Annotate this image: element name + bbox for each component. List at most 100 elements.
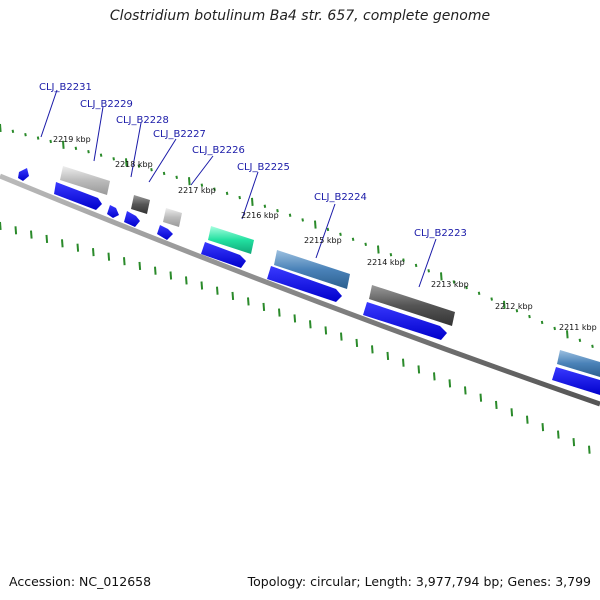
tick-mark: [495, 400, 498, 410]
tick-mark: [62, 140, 65, 149]
kbp-labels: 2219 kbp 2218 kbp 2217 kbp 2216 kbp 2215…: [53, 135, 597, 332]
tick-mark: [188, 177, 191, 186]
tick-mark: [263, 204, 267, 208]
tick-mark: [137, 164, 141, 168]
cds-arrow[interactable]: [18, 168, 29, 181]
cds-arrow[interactable]: [54, 182, 102, 210]
gene-label[interactable]: CLJ_B2229: [80, 99, 133, 110]
tick-mark: [76, 243, 80, 252]
tick-mark: [351, 237, 355, 241]
tick-mark: [314, 220, 317, 229]
tick-mark: [578, 338, 582, 343]
tick-mark: [515, 308, 519, 313]
gene-label-leaders: [40, 89, 437, 288]
tick-mark: [465, 285, 468, 290]
tick-mark: [540, 320, 544, 325]
tick-mark: [154, 266, 157, 275]
tick-mark: [74, 146, 78, 150]
tick-mark: [61, 239, 64, 248]
tick-mark: [528, 314, 531, 319]
kbp-label: 2213 kbp: [431, 280, 469, 289]
gene-block[interactable]: [131, 195, 150, 214]
tick-mark: [448, 379, 452, 388]
gene-label[interactable]: CLJ_B2227: [153, 129, 206, 140]
tick-mark: [572, 438, 576, 447]
kbp-label: 2217 kbp: [178, 186, 216, 195]
tick-mark: [371, 345, 374, 354]
tick-mark: [503, 300, 506, 309]
tick-mark: [30, 230, 33, 239]
cds-arrow[interactable]: [124, 211, 140, 227]
tick-mark: [427, 269, 430, 273]
cds-arrow[interactable]: [157, 225, 173, 240]
cds-arrow[interactable]: [201, 242, 246, 268]
tick-mark: [402, 258, 405, 262]
cds-arrow[interactable]: [107, 205, 119, 218]
gene-label[interactable]: CLJ_B2228: [116, 115, 169, 126]
tick-mark: [247, 297, 250, 306]
gene-features: [18, 166, 600, 395]
tick-mark: [36, 136, 40, 140]
tick-mark: [92, 248, 95, 257]
tick-mark: [87, 150, 90, 154]
gene-label[interactable]: CLJ_B2223: [414, 228, 467, 239]
gene-labels: CLJ_B2231 CLJ_B2229 CLJ_B2228 CLJ_B2227 …: [39, 82, 467, 239]
tick-mark: [11, 129, 15, 134]
tick-mark: [225, 191, 229, 196]
tick-mark: [162, 171, 166, 176]
tick-mark: [301, 218, 304, 222]
tick-mark: [510, 408, 514, 417]
gene-block[interactable]: [557, 350, 600, 377]
tick-mark: [288, 213, 292, 217]
gene-label[interactable]: CLJ_B2224: [314, 192, 367, 203]
tick-mark: [251, 197, 254, 206]
tick-mark: [175, 175, 178, 180]
tick-mark: [262, 302, 266, 312]
gene-block[interactable]: [208, 226, 254, 254]
kbp-label: 2219 kbp: [53, 135, 91, 144]
gene-label[interactable]: CLJ_B2225: [237, 162, 290, 173]
gene-block[interactable]: [163, 208, 182, 227]
kbp-label: 2215 kbp: [304, 236, 342, 245]
tick-mark: [553, 326, 556, 331]
tick-mark: [99, 153, 103, 157]
gene-block[interactable]: [60, 166, 110, 195]
tick-mark: [200, 183, 204, 187]
tick-mark: [293, 314, 297, 323]
tick-mark: [216, 286, 219, 295]
tick-mark: [452, 280, 456, 284]
gene-block[interactable]: [274, 250, 350, 289]
tick-mark: [591, 344, 594, 348]
tick-mark: [138, 261, 142, 270]
tick-mark: [588, 445, 591, 454]
tick-mark: [309, 320, 312, 329]
tick-mark: [440, 272, 443, 281]
tick-mark: [169, 271, 173, 280]
tick-mark: [278, 308, 281, 317]
tick-mark: [326, 227, 330, 232]
tick-mark: [417, 365, 421, 374]
tick-mark: [339, 232, 342, 237]
genome-summary: Topology: circular; Length: 3,977,794 bp…: [247, 574, 591, 589]
tick-mark: [45, 234, 49, 244]
tick-mark: [479, 393, 483, 402]
kbp-label: 2214 kbp: [367, 258, 405, 267]
tick-mark: [414, 263, 418, 268]
tick-mark: [364, 242, 367, 247]
gene-label[interactable]: CLJ_B2226: [192, 145, 245, 156]
tick-mark: [24, 132, 27, 137]
tick-mark: [324, 326, 328, 335]
tick-mark: [541, 423, 545, 432]
kbp-label: 2218 kbp: [115, 160, 153, 169]
tick-mark: [377, 245, 380, 254]
gene-block[interactable]: [369, 285, 455, 326]
tick-mark: [402, 358, 405, 367]
tick-mark: [340, 332, 343, 341]
cds-arrow[interactable]: [267, 266, 342, 302]
tick-mark: [14, 226, 18, 235]
tick-mark: [125, 158, 128, 167]
cds-arrow[interactable]: [363, 302, 447, 340]
cds-arrow[interactable]: [552, 367, 600, 395]
gene-label[interactable]: CLJ_B2231: [39, 82, 92, 93]
